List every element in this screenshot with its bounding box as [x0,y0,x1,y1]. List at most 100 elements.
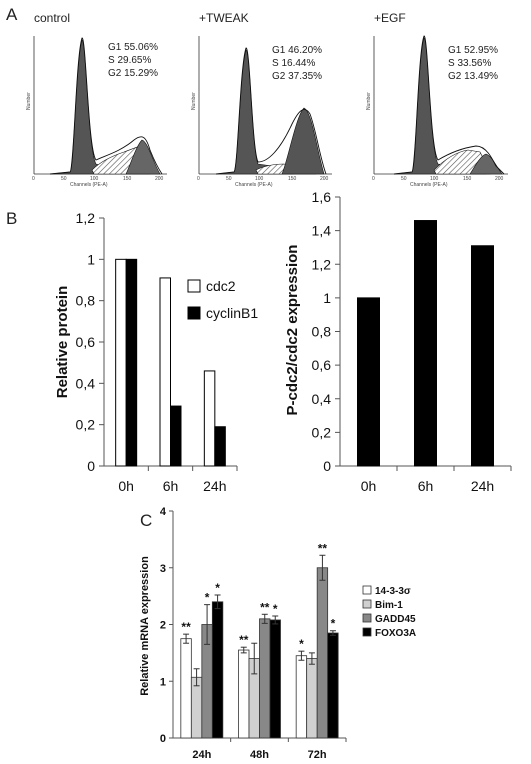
histogram-x-tick: 200 [155,176,164,182]
legend-swatch-cyclinB1 [187,306,201,320]
bar-cyclinB1 [170,405,182,467]
chart-pcdc2-expression: 0 0,2 0,4 0,6 0,8 1 1,2 1,4 1,6 0h 6h 24h P-cdc2/cdc… [284,189,512,494]
y-tick-label: 1 [87,251,95,267]
x-tick-label: 48h [250,749,269,761]
histogram-stat-g1-control: G1 55.06% [108,42,158,53]
histogram-x-tick: 50 [61,176,67,182]
panel-a-letter: A [6,5,18,24]
significance-mark: ** [318,541,328,555]
y-axis-label: Relative mRNA expression [139,556,151,696]
histogram-x-tick: 100 [430,176,439,182]
x-tick-label: 24h [471,478,494,494]
bar-cyclinB1 [125,258,138,467]
bar-GADD45 [259,618,271,739]
histogram-title-egf: +EGF [374,11,406,25]
y-tick-label: 2 [160,620,166,632]
legend-swatch-Bim-1 [362,599,372,609]
histogram-x-tick: 50 [226,176,232,182]
bar-cdc2 [115,258,127,467]
histogram-x-tick: 150 [288,176,297,182]
y-tick-label: 1,2 [76,210,96,226]
bar-cdc2 [159,277,171,467]
x-tick-label: 6h [163,478,179,494]
bar-pcdc2 [471,245,494,467]
y-axis-label: P-cdc2/cdc2 expression [284,245,301,416]
histogram-x-tick: 150 [463,176,472,182]
histogram-x-tick: 150 [123,176,132,182]
histogram-x-tick: 0 [197,176,200,182]
bar-GADD45 [316,567,329,739]
legend-swatch-FOXO3A [362,627,372,637]
histogram-x-tick: 200 [320,176,329,182]
y-tick-label: 1 [323,290,331,306]
legend-swatch-cdc2 [187,279,201,293]
legend-label-cdc2: cdc2 [206,278,236,294]
y-tick-label: 0,8 [312,324,332,340]
y-tick-label: 0 [87,458,95,474]
y-tick-label: 0,4 [312,391,332,407]
x-tick-label: 72h [308,749,327,761]
bar-pcdc2 [357,297,380,467]
significance-mark: ** [181,620,191,634]
histogram-stat-g2-tweak: G2 37.35% [272,71,322,82]
histogram-x-tick: 200 [495,176,504,182]
bar-FOXO3A [211,601,224,739]
y-axis-label: Relative protein [54,286,71,399]
histogram-tweak: +TWEAK G1 46.20% S 16.44% G2 37.35% Chan… [191,11,332,188]
panel-c-letter: C [140,511,152,530]
histogram-x-tick: 0 [372,176,375,182]
legend-label-14-3-3σ: 14-3-3σ [375,586,411,597]
histogram-x-label: Channels (PE-A) [70,182,108,188]
panel-b-letter: B [6,209,17,228]
y-tick-label: 0,6 [76,334,96,350]
histogram-x-tick: 50 [401,176,407,182]
histogram-egf: +EGF G1 52.95% S 33.56% G2 13.49% Channe… [366,11,508,188]
significance-mark: * [273,602,278,616]
histogram-stat-s-control: S 29.65% [108,55,151,66]
histogram-stat-s-egf: S 33.56% [448,58,491,69]
y-tick-label: 0,6 [312,357,332,373]
histogram-stat-g1-tweak: G1 46.20% [272,45,322,56]
legend-label-cyclinB1: cyclinB1 [206,305,258,321]
y-tick-label: 0,2 [76,417,96,433]
histogram-y-label: Number [26,92,32,110]
significance-mark: * [299,637,304,651]
bar-Bim-1 [190,676,203,739]
bar-pcdc2 [414,220,437,467]
legend-label-FOXO3A: FOXO3A [375,628,416,639]
legend-swatch-14-3-3σ [362,585,372,595]
histogram-outline [393,35,505,175]
y-tick-label: 1,2 [312,256,332,272]
chart-relative-protein: 0 0,2 0,4 0,6 0,8 1 1,2 0h 6h 24h Relative protein… [54,210,258,494]
y-tick-label: 4 [160,506,167,518]
y-tick-label: 0 [160,733,166,745]
legend-swatch-GADD45 [362,613,372,623]
legend-label-Bim-1: Bim-1 [375,600,403,611]
bar-14-3-3σ [238,649,250,739]
legend-label-GADD45: GADD45 [375,614,416,625]
bar-cyclinB1 [214,426,226,467]
histogram-x-label: Channels (PE-A) [235,182,273,188]
bar-14-3-3σ [180,638,192,739]
histogram-x-tick: 100 [90,176,99,182]
y-tick-label: 0,4 [76,375,96,391]
bar-FOXO3A [327,632,339,739]
histogram-control: control G1 55.06% S 29.65% G2 15.29% Cha… [26,11,167,188]
histogram-title-tweak: +TWEAK [199,11,249,25]
histogram-x-tick: 0 [32,176,35,182]
significance-mark: ** [239,633,249,647]
y-tick-label: 0,2 [312,424,332,440]
histogram-y-label: Number [366,92,372,110]
histogram-stat-g2-egf: G2 13.49% [448,71,498,82]
significance-mark: * [331,617,336,631]
y-tick-label: 0,8 [76,293,96,309]
histogram-stat-s-tweak: S 16.44% [272,58,315,69]
histogram-outline [215,47,327,175]
significance-mark: ** [260,600,270,614]
y-tick-label: 1,6 [312,189,332,205]
histogram-outline [49,37,163,175]
bar-Bim-1 [306,658,318,739]
histogram-x-tick: 100 [255,176,264,182]
